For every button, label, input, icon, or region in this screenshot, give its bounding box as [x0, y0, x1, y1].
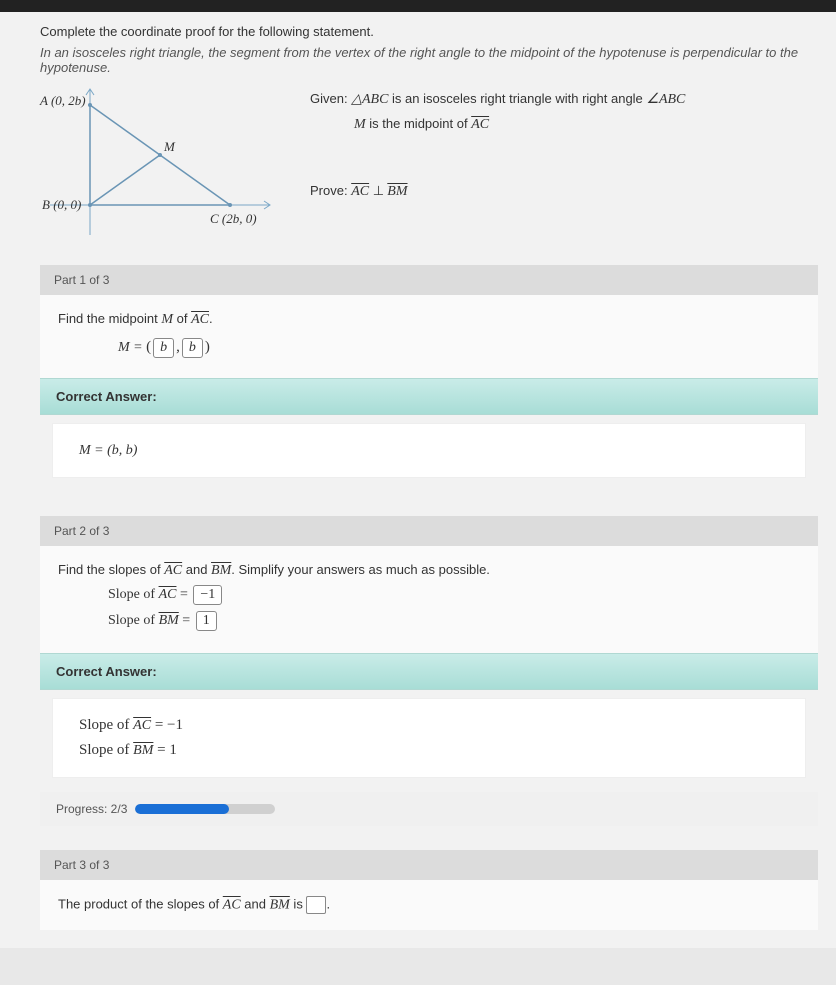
part1-body: Find the midpoint M of AC. M = (b,b)	[40, 295, 818, 378]
p3seg1: AC	[223, 897, 241, 912]
given-text-1b: is an isosceles right triangle with righ…	[392, 91, 646, 106]
slope1-label: Slope of	[108, 587, 159, 602]
given-AC: AC	[471, 117, 489, 132]
label-C: C (2b, 0)	[210, 211, 257, 227]
c1a: Slope of	[79, 717, 133, 733]
progress-row: Progress: 2/3	[40, 792, 818, 826]
c2seg: BM	[133, 743, 153, 758]
progress-bar	[135, 804, 275, 814]
given-block: Given: △ABC is an isosceles right triang…	[310, 85, 685, 245]
part2-seg2: BM	[211, 563, 231, 578]
given-M: M	[354, 117, 366, 132]
p3c: is	[290, 896, 307, 911]
given-angle: ∠ABC	[646, 92, 685, 107]
slope1-seg: AC	[159, 587, 177, 602]
slope-bm-input[interactable]: 1	[196, 611, 217, 631]
part1-correct-header: Correct Answer:	[40, 378, 818, 415]
midpoint-y-input[interactable]: b	[182, 338, 203, 358]
part3-body: The product of the slopes of AC and BM i…	[40, 880, 818, 930]
part2-prompt: Find the slopes of AC and BM. Simplify y…	[58, 562, 800, 579]
part1-prompt-m: M	[161, 312, 173, 327]
given-prefix: Given:	[310, 91, 348, 106]
c1seg: AC	[133, 718, 151, 733]
part1-equation: M = (b,b)	[118, 338, 800, 358]
progress-fill	[135, 804, 228, 814]
slope1-eq: =	[176, 587, 191, 602]
c1b: = −1	[151, 717, 183, 733]
part1-prompt-a: Find the midpoint	[58, 311, 161, 326]
given-line-1: Given: △ABC is an isosceles right triang…	[310, 91, 685, 108]
label-B: B (0, 0)	[42, 197, 81, 213]
product-input[interactable]	[306, 896, 326, 914]
given-line-2: M is the midpoint of AC	[354, 116, 685, 133]
slope-lines: Slope of AC = −1 Slope of BM = 1	[108, 585, 800, 631]
c2b: = 1	[153, 742, 176, 758]
content-area: Complete the coordinate proof for the fo…	[0, 12, 836, 948]
slope2-eq: =	[179, 613, 194, 628]
part1-prompt-seg: AC	[191, 312, 209, 327]
slope2-label: Slope of	[108, 613, 159, 628]
part2-prompt-a: Find the slopes of	[58, 562, 164, 577]
label-M: M	[164, 139, 175, 155]
part1-correct-text: M = (b, b)	[79, 443, 137, 458]
p3a: The product of the slopes of	[58, 896, 223, 911]
slope2-seg: BM	[159, 613, 179, 628]
part2-correct-2: Slope of BM = 1	[79, 742, 779, 759]
p3d: .	[326, 896, 330, 911]
part2-correct-body: Slope of AC = −1 Slope of BM = 1	[52, 698, 806, 778]
part1-header: Part 1 of 3	[40, 265, 818, 295]
progress-label: Progress: 2/3	[56, 802, 127, 816]
prompt-text: Complete the coordinate proof for the fo…	[40, 24, 818, 39]
part1-prompt: Find the midpoint M of AC.	[58, 311, 800, 328]
part1-correct-body: M = (b, b)	[52, 423, 806, 478]
part2-prompt-b: and	[182, 562, 211, 577]
given-text-2b: is the midpoint of	[369, 116, 471, 131]
part2-prompt-c: . Simplify your answers as much as possi…	[231, 562, 490, 577]
midpoint-x-input[interactable]: b	[153, 338, 174, 358]
triangle-figure: A (0, 2b) B (0, 0) C (2b, 0) M	[40, 85, 280, 245]
p3b: and	[241, 896, 270, 911]
page: Complete the coordinate proof for the fo…	[0, 0, 836, 948]
p3seg2: BM	[270, 897, 290, 912]
given-triangle: △ABC	[351, 92, 388, 107]
prove-prefix: Prove:	[310, 183, 348, 198]
part1-prompt-b: of	[173, 311, 191, 326]
statement-text: In an isosceles right triangle, the segm…	[40, 45, 818, 75]
prove-line: Prove: AC ⊥ BM	[310, 183, 685, 200]
label-A: A (0, 2b)	[40, 93, 86, 109]
perp-symbol: ⊥	[373, 183, 388, 198]
problem-row: A (0, 2b) B (0, 0) C (2b, 0) M Given: △A…	[40, 85, 818, 245]
part2-seg1: AC	[164, 563, 182, 578]
c2a: Slope of	[79, 742, 133, 758]
slope-ac-line: Slope of AC = −1	[108, 585, 800, 605]
part1-eq-lhs: M =	[118, 340, 146, 355]
part1-prompt-c: .	[209, 311, 213, 326]
window-topbar	[0, 0, 836, 12]
slope-bm-line: Slope of BM = 1	[108, 611, 800, 631]
prove-AC: AC	[351, 184, 369, 199]
part3-header: Part 3 of 3	[40, 850, 818, 880]
slope-ac-input[interactable]: −1	[193, 585, 222, 605]
part2-correct-1: Slope of AC = −1	[79, 717, 779, 734]
part2-header: Part 2 of 3	[40, 516, 818, 546]
prove-BM: BM	[387, 184, 407, 199]
part3-prompt: The product of the slopes of AC and BM i…	[58, 896, 800, 914]
part2-body: Find the slopes of AC and BM. Simplify y…	[40, 546, 818, 653]
part2-correct-header: Correct Answer:	[40, 653, 818, 690]
